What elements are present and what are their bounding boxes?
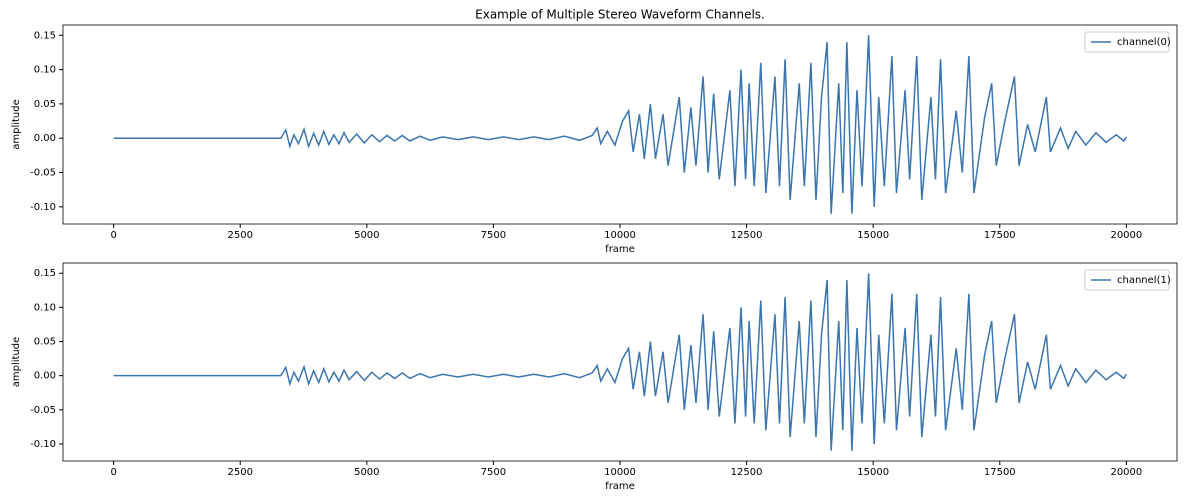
y-tick-label: -0.05 bbox=[30, 405, 56, 416]
chart-title: Example of Multiple Stereo Waveform Chan… bbox=[475, 8, 765, 22]
x-tick-label: 15000 bbox=[857, 230, 889, 241]
x-tick-label: 10000 bbox=[604, 230, 636, 241]
y-tick-label: 0.00 bbox=[34, 133, 56, 144]
x-axis-label: frame bbox=[605, 481, 635, 492]
x-axis-label: frame bbox=[605, 244, 635, 255]
x-tick-label: 20000 bbox=[1110, 467, 1142, 478]
legend-label: channel(0) bbox=[1117, 37, 1171, 48]
y-axis-label: amplitude bbox=[11, 99, 22, 150]
x-tick-label: 17500 bbox=[984, 467, 1016, 478]
legend-box bbox=[1084, 31, 1170, 53]
y-tick-label: 0.00 bbox=[34, 371, 56, 382]
y-tick-label: -0.05 bbox=[30, 168, 56, 179]
plot-frame bbox=[62, 262, 1178, 462]
y-tick-label: -0.10 bbox=[30, 439, 56, 450]
y-tick-label: 0.05 bbox=[34, 337, 56, 348]
x-tick-label: 0 bbox=[110, 230, 116, 241]
y-tick-label: 0.15 bbox=[34, 30, 56, 41]
x-tick-label: 20000 bbox=[1110, 230, 1142, 241]
legend-box bbox=[1084, 269, 1170, 291]
y-tick-label: 0.10 bbox=[34, 65, 56, 76]
x-tick-label: 17500 bbox=[984, 230, 1016, 241]
x-tick-label: 2500 bbox=[228, 230, 253, 241]
legend-label: channel(1) bbox=[1117, 275, 1171, 286]
x-tick-label: 15000 bbox=[857, 467, 889, 478]
x-tick-label: 5000 bbox=[354, 230, 379, 241]
y-tick-label: 0.10 bbox=[34, 302, 56, 313]
x-tick-label: 12500 bbox=[731, 467, 763, 478]
line bbox=[113, 35, 1127, 214]
x-tick-label: 10000 bbox=[604, 467, 636, 478]
x-tick-label: 7500 bbox=[481, 467, 506, 478]
x-tick-label: 5000 bbox=[354, 467, 379, 478]
plot-frame bbox=[62, 24, 1178, 225]
line bbox=[113, 273, 1127, 451]
y-tick-label: 0.05 bbox=[34, 99, 56, 110]
x-tick-label: 12500 bbox=[731, 230, 763, 241]
x-tick-label: 0 bbox=[110, 467, 116, 478]
y-tick-label: -0.10 bbox=[30, 202, 56, 213]
x-tick-label: 2500 bbox=[228, 467, 253, 478]
x-tick-label: 7500 bbox=[481, 230, 506, 241]
y-axis-label: amplitude bbox=[11, 337, 22, 388]
y-tick-label: 0.15 bbox=[34, 268, 56, 279]
